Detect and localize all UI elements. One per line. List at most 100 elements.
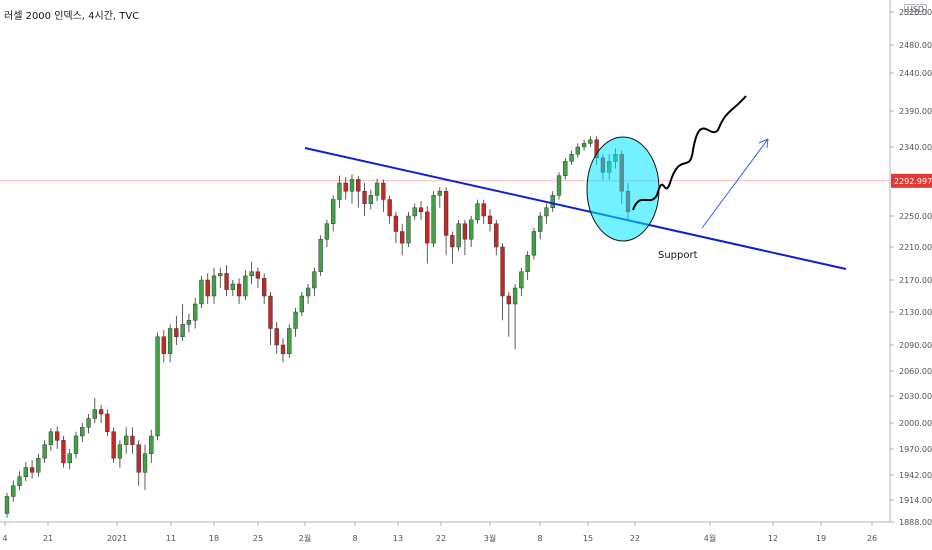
candle — [36, 453, 41, 477]
candle-body — [387, 199, 392, 217]
candle — [525, 251, 530, 280]
candle — [331, 195, 336, 232]
candle-body — [362, 191, 367, 204]
candle — [374, 178, 380, 202]
candle — [155, 332, 160, 441]
candle-body — [287, 328, 292, 354]
candle — [48, 428, 54, 451]
time-tick-label: 3월 — [484, 533, 496, 543]
candle-body — [456, 223, 461, 248]
candle — [550, 191, 555, 212]
candle — [249, 261, 254, 284]
candle-body — [280, 344, 286, 354]
candles — [4, 136, 631, 518]
candle-body — [224, 273, 229, 290]
candle-body — [117, 444, 123, 459]
candle — [469, 216, 474, 247]
candle — [268, 292, 273, 345]
candle-body — [149, 435, 154, 454]
candle — [569, 150, 574, 165]
candle — [136, 440, 141, 486]
candle-body — [211, 275, 217, 297]
candle — [450, 231, 455, 264]
candle — [512, 284, 518, 350]
candle — [117, 440, 123, 468]
candle-body — [155, 336, 160, 437]
candle-body — [230, 283, 235, 290]
candle-body — [506, 295, 511, 305]
price-tick-label: 2030.000 — [899, 392, 932, 401]
candle-body — [462, 223, 468, 240]
candle-body — [538, 215, 543, 232]
candle-body — [80, 427, 85, 437]
price-tick-label: 1970.000 — [899, 445, 932, 454]
candle-body — [199, 279, 204, 305]
time-tick-label: 26 — [867, 534, 877, 543]
candle-body — [17, 476, 22, 486]
candle — [400, 223, 405, 256]
candle — [218, 267, 223, 288]
candle — [224, 265, 229, 296]
candle-body — [105, 413, 110, 432]
candle-body — [268, 295, 273, 329]
time-tick-label: 19 — [816, 534, 826, 543]
price-tick-label: 2440.000 — [899, 69, 932, 78]
candle — [349, 174, 355, 204]
price-tick-label: 2520.000 — [899, 8, 932, 17]
candle-body — [425, 211, 430, 244]
candle-body — [393, 215, 399, 232]
target-arrow-shaft — [701, 138, 769, 229]
candle-body — [519, 271, 524, 289]
candle — [293, 308, 298, 337]
last-price-badge — [891, 173, 932, 188]
price-tick-label: 2340.000 — [899, 143, 932, 152]
candle — [481, 199, 486, 224]
candle-body — [92, 409, 97, 419]
candle-body — [412, 207, 417, 217]
candle — [23, 462, 28, 482]
candle-body — [73, 435, 79, 454]
candle-body — [186, 320, 192, 325]
candle-body — [324, 223, 330, 240]
candle-body — [205, 279, 210, 297]
candle-body — [161, 336, 166, 354]
price-tick-label: 2060.000 — [899, 367, 932, 376]
candle — [105, 409, 110, 436]
price-tick-label: 2000.000 — [899, 419, 932, 428]
price-tick-label: 1914.000 — [899, 496, 932, 505]
candle — [255, 267, 261, 288]
chart-title: 러셀 2000 인덱스, 4시간, TVC — [4, 11, 140, 22]
candle — [67, 449, 72, 470]
candle — [55, 426, 60, 449]
candle — [506, 292, 511, 337]
candle-body — [512, 287, 518, 305]
candle-body — [293, 311, 298, 329]
candle-body — [343, 182, 348, 192]
candle-body — [236, 283, 242, 297]
candle — [262, 273, 267, 304]
currency-badge[interactable]: USD — [904, 4, 928, 15]
candle — [475, 199, 480, 224]
candle — [588, 136, 593, 147]
candle — [180, 304, 185, 341]
candle — [236, 278, 242, 304]
candle — [443, 187, 449, 256]
candle-body — [349, 179, 355, 192]
price-tick-label: 2210.000 — [899, 243, 932, 252]
candle — [167, 324, 173, 363]
candle — [73, 431, 79, 459]
candle — [324, 219, 330, 247]
price-tick-label: 1942.000 — [899, 471, 932, 480]
candle-body — [381, 182, 386, 200]
time-axis: 4 21 2021 11 18 25 2월 8 13 22 3월 8 15 22 4월 12 19 26 — [0, 521, 890, 543]
candle — [174, 316, 179, 345]
candle — [538, 211, 543, 240]
candle — [343, 177, 348, 200]
candle — [274, 321, 279, 354]
candle-body — [569, 153, 574, 162]
time-tick-label: 8 — [352, 534, 357, 543]
candle-body — [481, 203, 486, 217]
candle — [387, 195, 392, 224]
candle — [230, 280, 235, 296]
